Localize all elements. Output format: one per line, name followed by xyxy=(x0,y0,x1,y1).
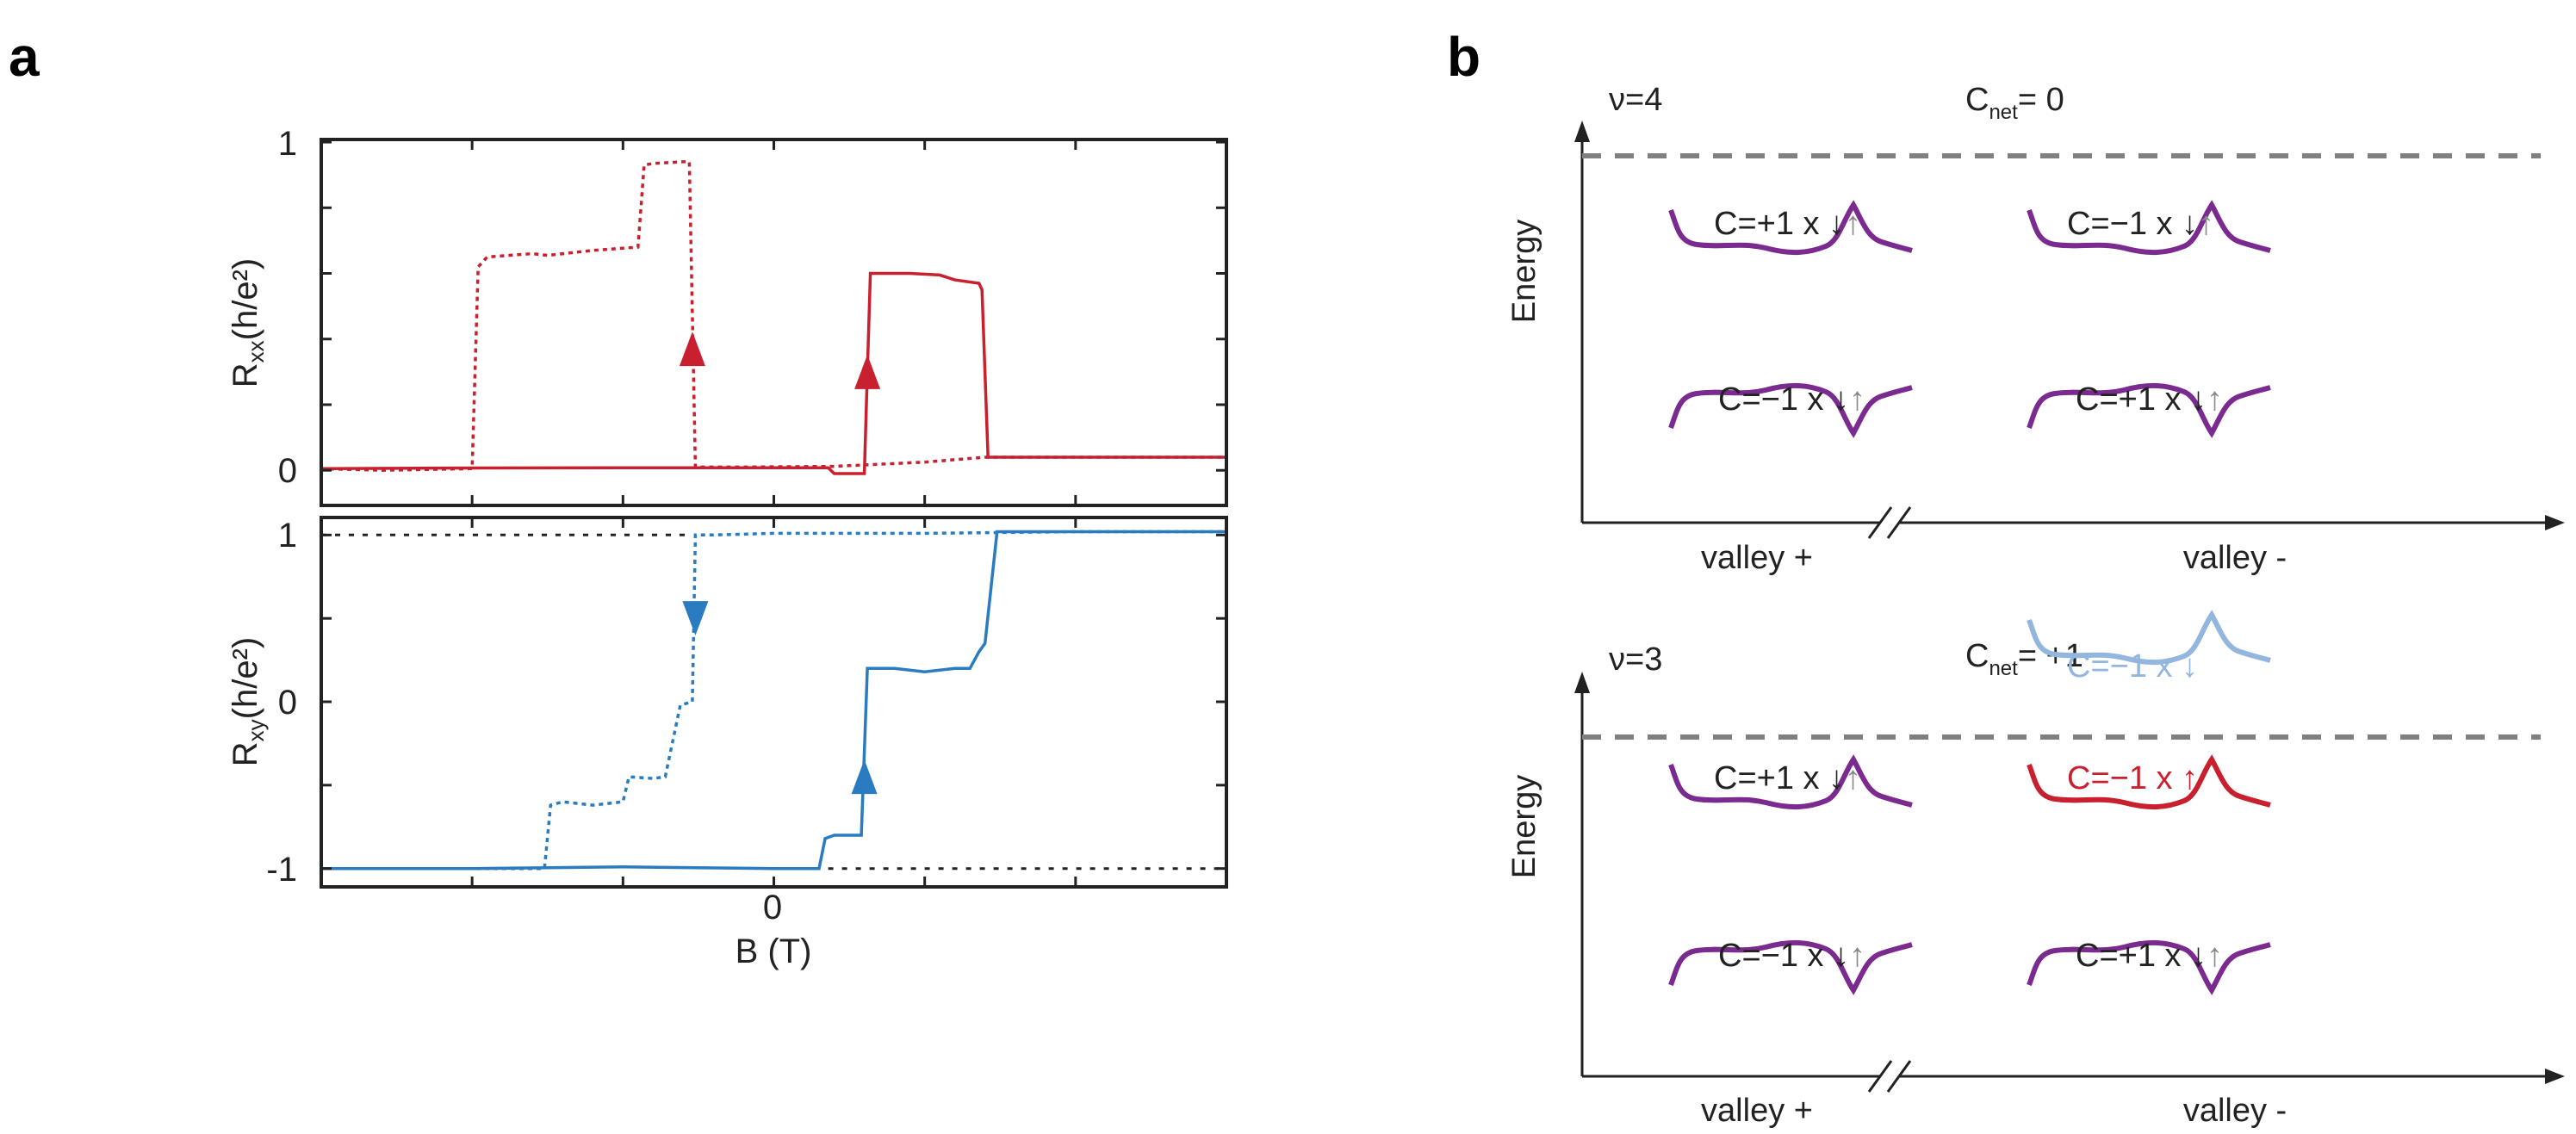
rxy-plot-frame xyxy=(320,516,1228,889)
band-diagram-nu4: ν=4 Cnet= 0 Energy valley + valley - C=+… xyxy=(1506,82,2565,576)
spin-up-icon: ↑ xyxy=(1849,938,1865,974)
rxx-ytick-label-0: 0 xyxy=(278,452,297,490)
band-label: C=−1 x ↑ xyxy=(2067,760,2198,796)
sweep-direction-arrow-up-icon xyxy=(679,332,705,367)
rxy-series-group xyxy=(321,530,1226,871)
xtick-label-0: 0 xyxy=(763,889,782,926)
rxx-ylabel: Rxx(h/e²) xyxy=(227,258,269,387)
band-diagram-nu3: ν=3 Cnet= +1 Energy valley + valley - C=… xyxy=(1506,615,2565,1129)
spin-down-icon: ↓ xyxy=(2182,206,2198,242)
rxx-ticks xyxy=(321,139,1226,505)
spin-down-icon: ↓ xyxy=(1833,381,1849,418)
spin-up-icon: ↑ xyxy=(1849,381,1865,418)
spin-down-icon: ↓ xyxy=(1828,206,1845,242)
rxy-ylabel-symbol: R xyxy=(227,741,264,766)
rxx-plot: 1 0 Rxx(h/e²) xyxy=(227,125,1228,507)
rxx-ylabel-symbol: R xyxy=(227,363,264,387)
valley-plus-label: valley + xyxy=(1701,540,1813,576)
series-line-rxx-sweep-up xyxy=(320,271,1226,475)
rxy-ylabel: Rxy(h/e²) xyxy=(227,637,269,766)
spin-up-icon: ↑ xyxy=(2182,760,2198,796)
band-label: C=+1 x ↓↑ xyxy=(2076,381,2223,418)
axis-break-mark xyxy=(1886,1060,1912,1093)
rxy-ytick-label-1: 1 xyxy=(278,517,297,555)
axis-break-mark xyxy=(1867,506,1893,539)
spin-up-icon: ↑ xyxy=(1845,760,1861,796)
valley-axis-arrowhead-icon xyxy=(2545,515,2565,530)
valley-axis-arrowhead-icon xyxy=(2545,1069,2565,1084)
cnet-symbol: C xyxy=(1965,82,1989,118)
rxy-ytick-label-0: 0 xyxy=(278,684,297,722)
rxx-series-group xyxy=(320,160,1226,475)
energy-axis-label: Energy xyxy=(1506,775,1542,878)
spin-up-icon: ↑ xyxy=(2198,206,2214,242)
panel-label-b: b xyxy=(1447,26,1480,88)
chern-number: C=+1 x xyxy=(1714,760,1828,796)
chern-number: C=−1 x xyxy=(1718,381,1833,418)
sweep-direction-arrow-up-icon xyxy=(854,354,881,389)
band-label: C=+1 x ↓↑ xyxy=(1714,760,1861,796)
spin-up-icon: ↑ xyxy=(2207,381,2223,418)
cnet-sub: net xyxy=(1989,657,2018,680)
spin-down-icon: ↓ xyxy=(2190,381,2207,418)
valley-minus-label: valley - xyxy=(2183,540,2287,576)
panel-label-a: a xyxy=(9,26,40,88)
spin-up-icon: ↑ xyxy=(1845,206,1861,242)
chern-number: C=+1 x xyxy=(2076,381,2190,418)
spin-down-icon: ↓ xyxy=(2190,938,2207,974)
axis-break-mark xyxy=(1867,1060,1893,1093)
axis-break-mark xyxy=(1886,506,1912,539)
chern-number: C=−1 x xyxy=(2067,648,2182,685)
rxx-plot-frame xyxy=(320,138,1228,507)
chern-number: C=−1 x xyxy=(2067,760,2182,796)
energy-axis-arrowhead-icon xyxy=(1574,121,1590,142)
rxx-ytick-label-1: 1 xyxy=(278,125,297,163)
chern-number: C=+1 x xyxy=(2076,938,2190,974)
rxy-plot: 1 0 -1 0 B (T) Rxy(h/e²) xyxy=(227,516,1228,970)
band-label: C=+1 x ↓↑ xyxy=(2076,938,2223,974)
energy-axis-arrowhead-icon xyxy=(1574,672,1590,693)
rxx-ylabel-unit: (h/e²) xyxy=(227,258,264,341)
filling-label: ν=4 xyxy=(1609,82,1662,118)
spin-down-icon: ↓ xyxy=(1828,760,1845,796)
rxy-ytick-label-neg1: -1 xyxy=(266,851,297,889)
rxy-ylabel-unit: (h/e²) xyxy=(227,637,264,720)
series-line-rxx-sweep-down xyxy=(320,160,1226,472)
valley-minus-label: valley - xyxy=(2183,1093,2287,1129)
rxx-ylabel-subscript: xx xyxy=(243,340,269,363)
cnet-symbol: C xyxy=(1965,638,1989,674)
net-chern-label: Cnet= 0 xyxy=(1965,82,2064,124)
band-label: C=+1 x ↓↑ xyxy=(1714,206,1861,242)
energy-axis-label: Energy xyxy=(1506,220,1542,323)
spin-down-icon: ↓ xyxy=(2182,648,2198,685)
cnet-value: = 0 xyxy=(2018,82,2064,118)
spin-down-icon: ↓ xyxy=(1833,938,1849,974)
net-chern-label: Cnet= +1 xyxy=(1965,638,2083,680)
rxy-ticks xyxy=(321,517,1226,887)
band-label: C=−1 x ↓ xyxy=(2067,648,2198,685)
series-line-rxy-sweep-down xyxy=(321,530,1226,871)
chern-number: C=−1 x xyxy=(2067,206,2182,242)
cnet-sub: net xyxy=(1989,101,2018,124)
series-line-rxy-sweep-up xyxy=(321,530,1226,871)
sweep-direction-arrow-down-icon xyxy=(682,601,709,636)
filling-label: ν=3 xyxy=(1609,641,1662,678)
sweep-direction-arrow-up-icon xyxy=(851,759,878,795)
chern-number: C=+1 x xyxy=(1714,206,1828,242)
band-label: C=−1 x ↓↑ xyxy=(1718,938,1865,974)
band-label: C=−1 x ↓↑ xyxy=(2067,206,2214,242)
rxy-ylabel-subscript: xy xyxy=(243,719,269,741)
spin-up-icon: ↑ xyxy=(2207,938,2223,974)
valley-plus-label: valley + xyxy=(1701,1093,1813,1129)
chern-number: C=−1 x xyxy=(1718,938,1833,974)
x-axis-label: B (T) xyxy=(736,933,812,970)
band-label: C=−1 x ↓↑ xyxy=(1718,381,1865,418)
